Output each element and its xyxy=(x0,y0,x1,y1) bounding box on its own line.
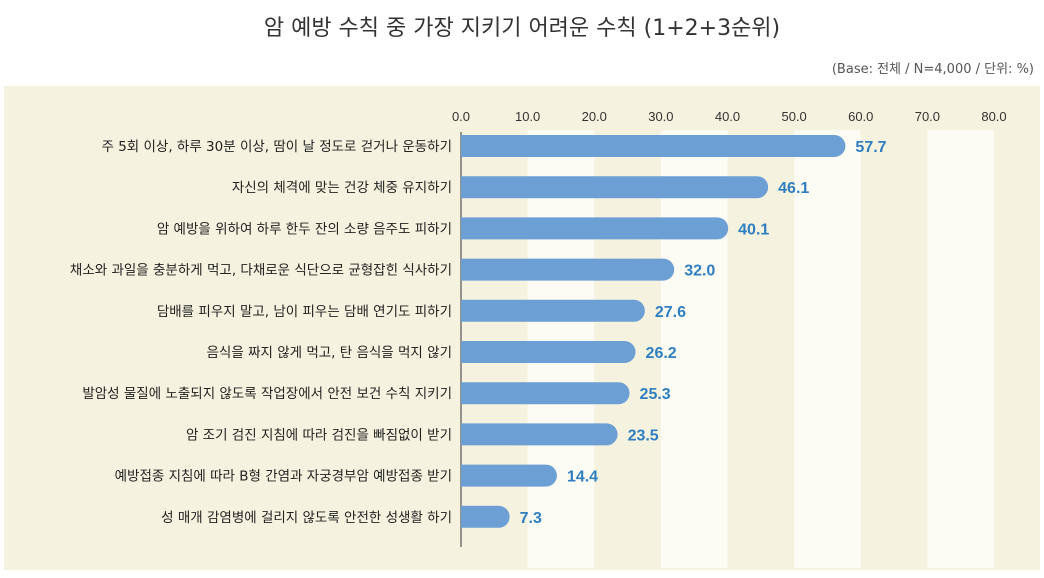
x-tick-label: 10.0 xyxy=(515,109,540,124)
value-labels: 57.7 46.1 40.1 32.0 27.6 26.2 25.3 23.5 14.4 7.3 xyxy=(520,139,887,527)
category-labels: 주 5회 이상, 하루 30분 이상, 땀이 날 정도로 걷거나 운동하기자신의… xyxy=(70,139,452,526)
x-tick-label: 50.0 xyxy=(781,109,806,124)
x-tick-label: 30.0 xyxy=(648,109,673,124)
bars xyxy=(461,135,846,528)
category-label: 예방접종 지침에 따라 B형 간염과 자궁경부암 예방접종 받기 xyxy=(115,469,452,485)
bar xyxy=(461,217,729,240)
value-label: 26.2 xyxy=(646,345,677,362)
chart-title: 암 예방 수칙 중 가장 지키기 어려운 수칙 (1+2+3순위) xyxy=(263,16,781,41)
category-label: 자신의 체격에 맞는 건강 체중 유지하기 xyxy=(232,180,452,196)
x-tick-label: 80.0 xyxy=(981,109,1006,124)
x-tick-label: 70.0 xyxy=(915,109,940,124)
value-label: 27.6 xyxy=(655,304,686,321)
category-label: 주 5회 이상, 하루 30분 이상, 땀이 날 정도로 걷거나 운동하기 xyxy=(101,139,452,155)
value-label: 46.1 xyxy=(778,180,809,197)
value-label: 7.3 xyxy=(520,510,542,527)
bar xyxy=(461,299,645,322)
value-label: 14.4 xyxy=(567,469,598,486)
x-tick-label: 60.0 xyxy=(848,109,873,124)
category-label: 음식을 짜지 않게 먹고, 탄 음식을 먹지 않기 xyxy=(207,345,452,361)
x-tick-label: 20.0 xyxy=(582,109,607,124)
base-note: (Base: 전체 / N=4,000 / 단위: %) xyxy=(831,62,1034,77)
chart-panel xyxy=(4,86,1040,570)
bar xyxy=(461,341,636,363)
bar xyxy=(461,382,630,405)
background-band xyxy=(794,130,861,568)
x-tick-label: 0.0 xyxy=(452,109,470,124)
value-label: 57.7 xyxy=(855,139,886,156)
category-label: 채소와 과일을 충분하게 먹고, 다채로운 식단으로 균형잡힌 식사하기 xyxy=(70,263,452,279)
bar xyxy=(461,135,846,157)
category-label: 암 조기 검진 지침에 따라 검진을 빠짐없이 받기 xyxy=(186,427,452,443)
x-axis-ticks: 0.0 10.0 20.0 30.0 40.0 50.0 60.0 70.0 80.0 xyxy=(452,109,1007,124)
category-label: 담배를 피우지 말고, 남이 피우는 담배 연기도 피하기 xyxy=(157,304,452,320)
category-label: 발암성 물질에 노출되지 않도록 작업장에서 안전 보건 수칙 지키기 xyxy=(82,386,452,402)
value-label: 40.1 xyxy=(738,221,769,238)
value-label: 32.0 xyxy=(684,263,715,280)
bar xyxy=(461,176,769,199)
bar xyxy=(461,258,675,281)
bar xyxy=(461,505,510,528)
bar xyxy=(461,464,557,487)
background-band xyxy=(927,130,994,568)
background-band xyxy=(660,130,728,568)
x-tick-label: 40.0 xyxy=(715,109,740,124)
value-label: 25.3 xyxy=(640,386,671,403)
category-label: 성 매개 감염병에 걸리지 않도록 안전한 성생활 하기 xyxy=(161,510,452,526)
value-label: 23.5 xyxy=(628,427,659,444)
bar xyxy=(461,423,618,446)
category-label: 암 예방을 위하여 하루 한두 잔의 소량 음주도 피하기 xyxy=(157,221,452,237)
